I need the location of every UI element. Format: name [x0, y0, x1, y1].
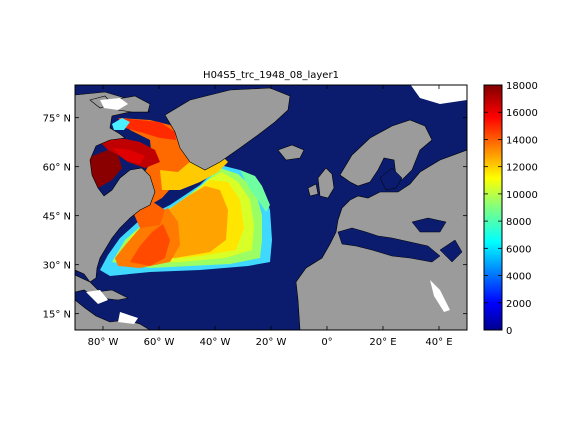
- colorbar-tick-label: 14000: [506, 135, 538, 146]
- colorbar-tick-label: 16000: [506, 108, 538, 119]
- colorbar-tick-label: 10000: [506, 190, 538, 201]
- x-tick-label: 40° W: [200, 337, 231, 348]
- colorbar-tick-label: 2000: [506, 299, 531, 310]
- colorbar: 0 2000 4000 6000 8000 10000 12000 14000 16000 180…: [483, 81, 538, 337]
- x-tick-label: 20° E: [369, 337, 396, 348]
- map-area: [75, 85, 467, 330]
- colorbar-tick-label: 8000: [506, 217, 531, 228]
- inland-seas: [337, 167, 463, 263]
- map-title: H04S5_trc_1948_08_layer1: [203, 70, 339, 81]
- x-tick-label: 60° W: [144, 337, 175, 348]
- colorbar-tick-label: 12000: [506, 163, 538, 174]
- colorbar-tick-label: 6000: [506, 244, 531, 255]
- y-tick-label: 30° N: [43, 261, 71, 272]
- colorbar-tick-label: 0: [506, 326, 512, 337]
- y-tick-label: 45° N: [43, 212, 71, 223]
- no-data: [86, 85, 467, 324]
- tracer-field: [80, 118, 272, 276]
- colorbar-tick-label: 4000: [506, 272, 531, 283]
- x-tick-label: 40° E: [425, 337, 452, 348]
- colorbar-tick-label: 18000: [506, 81, 538, 92]
- x-tick-label: 20° W: [256, 337, 287, 348]
- x-tick-label: 80° W: [88, 337, 119, 348]
- y-tick-label: 15° N: [43, 310, 71, 321]
- colorbar-gradient: [483, 84, 503, 331]
- y-tick-label: 75° N: [43, 114, 71, 125]
- x-axis: 80° W 60° W 40° W 20° W 0° 20° E 40° E: [88, 85, 453, 348]
- x-tick-label: 0°: [321, 337, 332, 348]
- y-tick-label: 60° N: [43, 163, 71, 174]
- y-axis: 75° N 60° N 45° N 30° N 15° N: [43, 114, 467, 321]
